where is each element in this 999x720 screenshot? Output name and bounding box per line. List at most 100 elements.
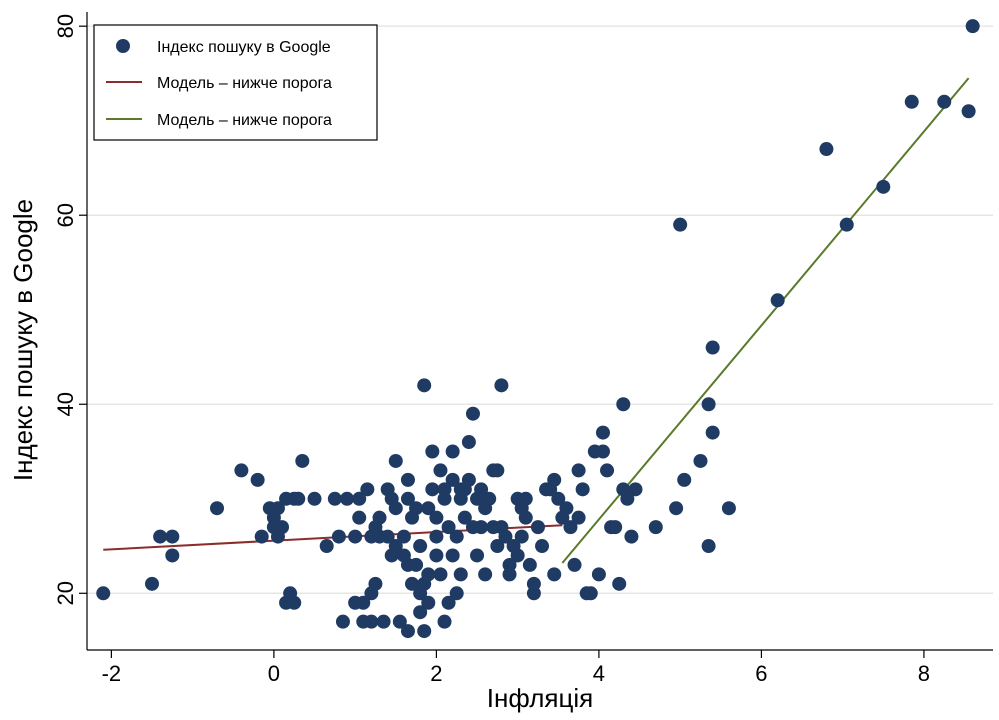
data-point [270, 501, 285, 516]
data-point [904, 94, 919, 109]
data-point [437, 491, 452, 506]
data-point [352, 510, 367, 525]
data-point [295, 453, 310, 468]
data-point [591, 567, 606, 582]
data-point [291, 491, 306, 506]
data-point [563, 520, 578, 535]
data-point [482, 491, 497, 506]
data-point [376, 614, 391, 629]
data-point [421, 595, 436, 610]
data-point [388, 501, 403, 516]
y-tick-label: 80 [53, 14, 78, 38]
data-point [250, 472, 265, 487]
data-point [364, 614, 379, 629]
y-tick-label: 20 [53, 581, 78, 605]
x-tick-label: 0 [268, 661, 280, 686]
data-point [530, 520, 545, 535]
data-point [331, 529, 346, 544]
data-point [474, 482, 489, 497]
data-point [388, 453, 403, 468]
data-point [677, 472, 692, 487]
data-point [502, 567, 517, 582]
data-point [470, 548, 485, 563]
data-point [425, 444, 440, 459]
data-point [388, 539, 403, 554]
data-point [417, 624, 432, 639]
tick-labels: -2 0 2 4 6 8 20 40 60 80 [53, 14, 930, 686]
data-point [648, 520, 663, 535]
x-tick-label: 2 [430, 661, 442, 686]
data-point [96, 586, 111, 601]
data-point [547, 472, 562, 487]
data-point [535, 539, 550, 554]
data-point [400, 491, 415, 506]
data-point [490, 463, 505, 478]
data-point [669, 501, 684, 516]
data-point [360, 482, 375, 497]
data-point [583, 586, 598, 601]
data-point [421, 567, 436, 582]
data-point [551, 491, 566, 506]
data-point [234, 463, 249, 478]
data-point [457, 510, 472, 525]
data-point [396, 529, 411, 544]
data-point [429, 529, 444, 544]
data-point [616, 397, 631, 412]
data-point [490, 539, 505, 554]
data-point [287, 595, 302, 610]
data-point [165, 529, 180, 544]
x-tick-label: -2 [102, 661, 122, 686]
fit-lines [103, 77, 970, 564]
data-point [478, 567, 493, 582]
axes [79, 12, 993, 658]
data-point [327, 491, 342, 506]
data-point [153, 529, 168, 544]
data-point [494, 378, 509, 393]
data-point [498, 529, 513, 544]
data-point [409, 501, 424, 516]
data-point [461, 472, 476, 487]
x-tick-label: 6 [755, 661, 767, 686]
data-point [453, 567, 468, 582]
data-point [701, 539, 716, 554]
data-point [210, 501, 225, 516]
data-point [571, 463, 586, 478]
data-point [624, 529, 639, 544]
data-point [705, 340, 720, 355]
data-point [352, 491, 367, 506]
data-point [961, 104, 976, 119]
legend-item-points: Індекс пошуку в Google [157, 39, 331, 56]
data-points [96, 19, 980, 639]
data-point [437, 614, 452, 629]
data-point [567, 557, 582, 572]
data-point [429, 510, 444, 525]
data-point [445, 444, 460, 459]
data-point [937, 94, 952, 109]
y-tick-label: 60 [53, 203, 78, 227]
data-point [392, 614, 407, 629]
data-point [380, 529, 395, 544]
data-point [417, 378, 432, 393]
data-point [413, 605, 428, 620]
data-point [705, 425, 720, 440]
data-point [405, 576, 420, 591]
data-point [839, 217, 854, 232]
data-point [421, 501, 436, 516]
data-point [441, 520, 456, 535]
data-point [413, 539, 428, 554]
data-point [620, 491, 635, 506]
data-point [510, 548, 525, 563]
data-point [165, 548, 180, 563]
legend-item-line-above: Модель – нижче порога [157, 112, 332, 129]
data-point [595, 444, 610, 459]
data-point [307, 491, 322, 506]
data-point [145, 576, 160, 591]
data-point [461, 435, 476, 450]
data-point [368, 576, 383, 591]
data-point [547, 567, 562, 582]
data-point [600, 463, 615, 478]
data-point [575, 482, 590, 497]
data-point [526, 576, 541, 591]
data-point [571, 510, 586, 525]
